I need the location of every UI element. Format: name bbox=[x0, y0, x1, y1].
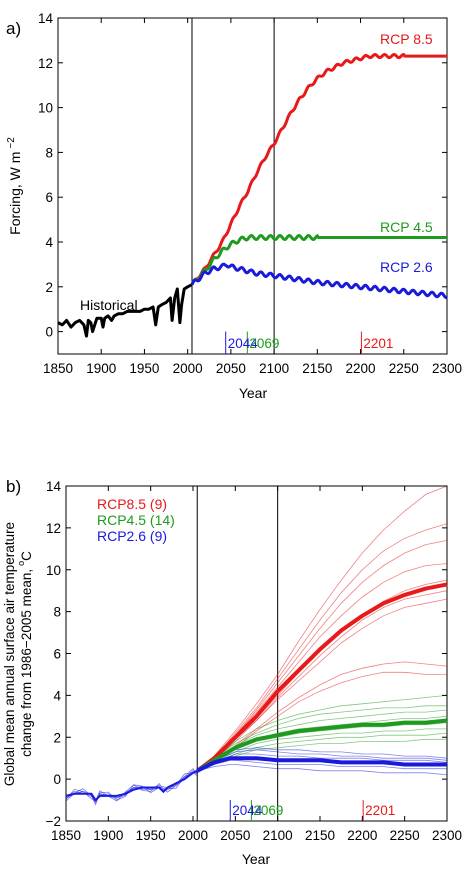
y-tick-label-b-12: 12 bbox=[46, 521, 61, 536]
y-tick-label-a-0: 0 bbox=[45, 325, 53, 340]
y-axis-title-b-degree: o bbox=[16, 561, 26, 566]
y-tick-label-b-10: 10 bbox=[46, 563, 61, 578]
y-tick-label-a-12: 12 bbox=[38, 56, 53, 71]
member-line-rcp8-5-0 bbox=[196, 485, 448, 772]
y-tick-label-b-8: 8 bbox=[53, 605, 61, 620]
historical-member-line-2 bbox=[65, 770, 198, 801]
marker-label-b-2069: 2069 bbox=[253, 803, 283, 818]
y-axis-title-b-line2-text: change from 1986−2005 mean, bbox=[19, 569, 34, 757]
x-tick-label-a-1850: 1850 bbox=[43, 361, 73, 376]
historical-mean-line bbox=[65, 769, 198, 802]
x-tick-label-b-2150: 2150 bbox=[305, 828, 335, 843]
x-tick-label-b-2200: 2200 bbox=[347, 828, 377, 843]
x-tick-label-b-1950: 1950 bbox=[136, 828, 166, 843]
x-tick-label-b-2300: 2300 bbox=[432, 828, 462, 843]
marker-label-a-2044: 2044 bbox=[228, 336, 259, 351]
member-line-rcp8-5-6 bbox=[196, 598, 448, 772]
x-tick-label-b-2050: 2050 bbox=[220, 828, 250, 843]
legend-entry-rcp85: RCP8.5 (9) bbox=[97, 496, 167, 512]
y-tick-label-b-14: 14 bbox=[46, 479, 62, 494]
y-axis-title-b-line2: change from 1986−2005 mean, oC bbox=[16, 551, 34, 757]
member-line-rcp2-6-3 bbox=[197, 764, 448, 776]
x-tick-label-a-2000: 2000 bbox=[173, 361, 203, 376]
y-axis-title-a-exponent: −2 bbox=[6, 137, 17, 149]
temperature-panel: b) 1850 1900 1950 2000 2050 2100 2150 2200 2250 2… bbox=[2, 477, 462, 867]
x-tick-label-b-2000: 2000 bbox=[178, 828, 208, 843]
y-tick-label-a-14: 14 bbox=[38, 11, 54, 26]
y-axis-title-b-unit: C bbox=[19, 551, 34, 561]
y-tick-label-a-8: 8 bbox=[45, 145, 53, 160]
series-label-rcp26: RCP 2.6 bbox=[380, 259, 433, 275]
x-tick-label-a-1950: 1950 bbox=[129, 361, 159, 376]
y-axis-title-a-text: Forcing, W m bbox=[7, 152, 23, 235]
mean-line-rcp4-5 bbox=[196, 718, 448, 773]
legend-entry-rcp45: RCP4.5 (14) bbox=[97, 512, 175, 528]
series-line-rcp-8-5 bbox=[190, 53, 448, 286]
series-line-rcp-2-6 bbox=[190, 262, 448, 300]
x-tick-label-a-2300: 2300 bbox=[432, 361, 462, 376]
marker-label-a-2069: 2069 bbox=[249, 336, 279, 351]
y-tick-label-a-4: 4 bbox=[45, 235, 53, 250]
x-tick-label-b-2250: 2250 bbox=[390, 828, 420, 843]
x-axis-title-b: Year bbox=[242, 851, 271, 867]
x-tick-label-a-2200: 2200 bbox=[346, 361, 376, 376]
marker-label-b-2044: 2044 bbox=[232, 803, 263, 818]
panel-label-a: a) bbox=[6, 19, 21, 38]
member-line-rcp4-5-0 bbox=[196, 695, 448, 772]
x-tick-label-a-2050: 2050 bbox=[216, 361, 246, 376]
series-label-rcp85: RCP 8.5 bbox=[380, 31, 433, 47]
y-tick-label-a-2: 2 bbox=[45, 280, 53, 295]
marker-label-b-2201: 2201 bbox=[365, 803, 395, 818]
y-tick-label-b-6: 6 bbox=[53, 647, 61, 662]
x-axis-title-a: Year bbox=[239, 385, 268, 401]
member-line-rcp2-6-1 bbox=[197, 753, 448, 772]
x-tick-label-b-1850: 1850 bbox=[51, 828, 81, 843]
panel-label-b: b) bbox=[6, 477, 21, 496]
y-tick-label-b-2: 2 bbox=[53, 730, 61, 745]
series-line-rcp-4-5 bbox=[190, 234, 448, 286]
plot-area-frame-a bbox=[57, 17, 448, 355]
y-tick-label-a-6: 6 bbox=[45, 190, 53, 205]
legend-entry-rcp26: RCP2.6 (9) bbox=[97, 528, 167, 544]
x-tick-label-a-1900: 1900 bbox=[86, 361, 116, 376]
series-label-historical: Historical bbox=[80, 297, 138, 313]
y-tick-label-a-10: 10 bbox=[38, 101, 53, 116]
member-line-rcp4-5-7 bbox=[197, 738, 447, 772]
x-tick-label-b-2100: 2100 bbox=[263, 828, 293, 843]
y-tick-label-b-4: 4 bbox=[53, 688, 61, 703]
series-line-historical bbox=[57, 283, 193, 338]
member-line-rcp4-5-1 bbox=[196, 705, 447, 772]
member-line-rcp2-6-2 bbox=[197, 759, 447, 772]
y-axis-title-b-line1: Global mean annual surface air temperatu… bbox=[2, 522, 17, 786]
member-line-rcp2-6-4 bbox=[196, 749, 448, 772]
marker-label-a-2201: 2201 bbox=[363, 336, 393, 351]
y-tick-label-b-2: −2 bbox=[46, 814, 61, 829]
historical-member-line-4 bbox=[65, 771, 198, 802]
x-tick-label-a-2100: 2100 bbox=[259, 361, 289, 376]
mean-line-rcp8-5 bbox=[196, 582, 448, 773]
x-tick-label-b-1900: 1900 bbox=[93, 828, 123, 843]
series-label-rcp45: RCP 4.5 bbox=[380, 219, 433, 235]
forcing-panel: a) 1850 1900 1950 2000 2050 2100 2150 2200 2250 2… bbox=[6, 11, 462, 401]
y-tick-label-b-0: 0 bbox=[53, 772, 61, 787]
member-line-rcp8-5-1 bbox=[196, 523, 448, 772]
x-tick-label-a-2150: 2150 bbox=[302, 361, 332, 376]
x-tick-label-a-2250: 2250 bbox=[389, 361, 419, 376]
y-axis-title-a: Forcing, W m −2 bbox=[6, 137, 23, 235]
mean-line-rcp2-6 bbox=[196, 756, 447, 773]
